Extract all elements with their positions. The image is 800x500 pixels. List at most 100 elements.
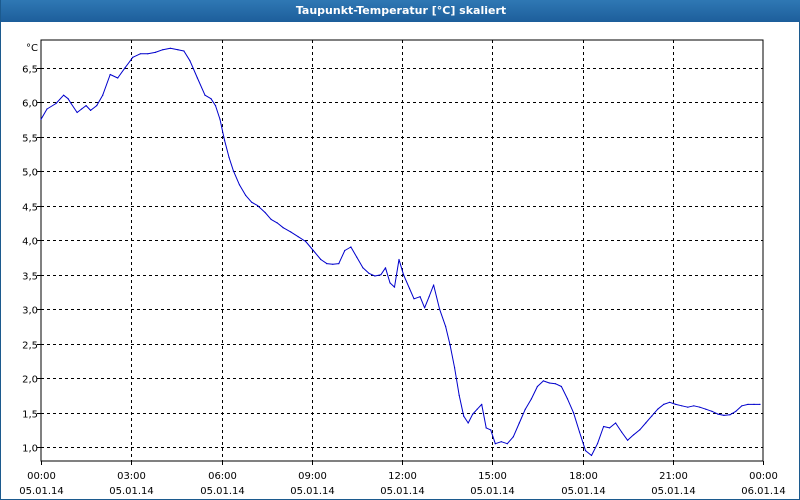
x-tick-time-label: 09:00: [298, 471, 327, 482]
data-point: [147, 53, 149, 55]
x-tick-time-label: 15:00: [478, 471, 507, 482]
data-point: [124, 67, 126, 69]
data-point: [132, 56, 134, 58]
data-point: [463, 415, 465, 417]
y-tick-label: 6,5: [22, 65, 38, 76]
grid: [41, 40, 763, 461]
data-point: [228, 156, 230, 158]
data-point: [305, 240, 307, 243]
data-point: [554, 383, 557, 385]
data-point: [699, 406, 701, 408]
data-point: [596, 443, 599, 445]
data-point: [560, 385, 563, 388]
data-point: [154, 51, 156, 54]
data-point: [332, 263, 334, 265]
data-point: [189, 60, 191, 62]
data-point: [485, 427, 487, 429]
series: [40, 47, 761, 457]
data-point: [270, 218, 272, 220]
series-line: [40, 47, 760, 456]
data-point: [210, 98, 212, 100]
data-point: [548, 382, 551, 384]
data-point: [290, 231, 292, 233]
data-point: [681, 405, 683, 407]
data-point: [639, 429, 641, 431]
x-tick-date-label: 05.01.14: [561, 486, 606, 497]
data-point: [326, 263, 328, 265]
data-point: [214, 105, 217, 107]
y-tick-label: 4,0: [22, 237, 38, 248]
data-point: [621, 431, 623, 433]
data-point: [603, 425, 605, 428]
data-point: [162, 49, 164, 51]
data-point: [669, 401, 671, 403]
data-point: [530, 398, 533, 400]
data-point: [338, 263, 340, 265]
x-tick-time-label: 03:00: [117, 471, 146, 482]
x-tick-date-label: 05.01.14: [380, 486, 425, 497]
data-point: [615, 422, 617, 424]
data-point: [663, 403, 665, 405]
data-point: [393, 286, 396, 288]
data-point: [183, 50, 185, 52]
data-point: [204, 94, 206, 96]
x-tick-time-label: 18:00: [569, 471, 598, 482]
x-tick-date-label: 05.01.14: [651, 486, 696, 497]
data-point: [398, 258, 400, 261]
y-tick-label: 1,5: [22, 410, 38, 421]
x-tick-date-label: 05.01.14: [19, 486, 64, 497]
data-point: [476, 408, 478, 410]
data-point: [512, 436, 514, 438]
x-tick-date-label: 05.01.14: [290, 486, 335, 497]
data-point: [223, 139, 226, 141]
data-point: [578, 431, 581, 433]
y-tick-label: 3,0: [22, 306, 38, 317]
y-tick-label: 2,0: [22, 375, 38, 386]
data-point: [320, 258, 322, 261]
data-point: [169, 47, 171, 49]
y-tick-label: 3,5: [22, 272, 38, 283]
x-tick-time-label: 12:00: [388, 471, 417, 482]
data-point: [467, 422, 469, 424]
x-tick-date-label: 05.01.14: [200, 486, 245, 497]
y-tick-label: 6,0: [22, 99, 38, 110]
data-point: [609, 427, 611, 429]
data-point: [590, 454, 593, 457]
data-point: [96, 105, 98, 107]
data-point: [402, 274, 405, 276]
data-point: [542, 380, 545, 382]
data-point: [67, 98, 69, 100]
data-point: [645, 422, 647, 424]
data-point: [109, 73, 111, 76]
data-point: [368, 272, 370, 274]
data-point: [344, 249, 346, 252]
data-point: [458, 394, 460, 396]
y-tick-label: 2,5: [22, 341, 38, 352]
data-point: [90, 109, 92, 111]
data-point: [46, 108, 48, 110]
data-point: [506, 443, 508, 445]
data-point: [312, 249, 314, 252]
data-point: [490, 429, 492, 431]
data-point: [219, 118, 221, 120]
data-point: [282, 227, 284, 229]
x-tick-date-label: 06.01.14: [741, 486, 786, 497]
x-tick-time-label: 00:00: [27, 471, 56, 482]
data-point: [117, 77, 119, 79]
data-point: [264, 211, 266, 214]
data-point: [439, 308, 441, 310]
data-point: [481, 403, 483, 405]
data-point: [424, 307, 426, 309]
data-point: [518, 422, 520, 424]
data-point: [524, 408, 526, 410]
x-tick-date-label: 05.01.14: [109, 486, 154, 497]
data-point: [651, 415, 653, 417]
data-point: [584, 450, 587, 452]
data-point: [753, 403, 755, 405]
data-point: [374, 275, 376, 277]
data-point: [81, 108, 83, 110]
data-point: [85, 105, 87, 107]
data-point: [747, 403, 749, 405]
data-point: [76, 111, 78, 114]
data-point: [139, 53, 141, 55]
